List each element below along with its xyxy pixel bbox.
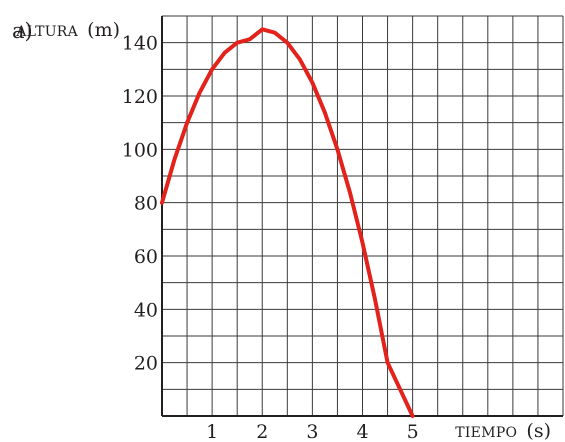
- y-tick-labels: 20 40 60 80 100 120 140: [122, 33, 158, 375]
- y-tick-label: 100: [122, 139, 158, 161]
- x-tick-label: 4: [356, 421, 368, 442]
- x-axis-label-word: TIEMPO: [455, 425, 517, 441]
- y-axis-label-word: ALTURA: [15, 24, 78, 40]
- y-tick-label: 60: [134, 246, 158, 268]
- y-tick-label: 140: [122, 33, 158, 55]
- x-axis-label: TIEMPO (s): [455, 420, 551, 442]
- x-tick-label: 2: [256, 421, 268, 442]
- part-label: a): [12, 19, 33, 43]
- y-axis-label-unit: (m): [87, 19, 120, 41]
- x-tick-label: 1: [206, 421, 218, 442]
- y-tick-label: 120: [122, 86, 158, 108]
- y-axis-label: ALTURA (m): [15, 19, 120, 41]
- height-curve: [160, 27, 415, 418]
- y-tick-label: 40: [134, 299, 158, 321]
- x-tick-label: 5: [407, 421, 419, 442]
- x-tick-label: 3: [306, 421, 318, 442]
- y-tick-label: 80: [134, 193, 158, 215]
- x-tick-labels: 1 2 3 4 5: [206, 421, 419, 442]
- x-axis-label-unit: (s): [526, 420, 551, 442]
- plot-grid: [161, 15, 564, 417]
- y-tick-label: 20: [134, 353, 158, 375]
